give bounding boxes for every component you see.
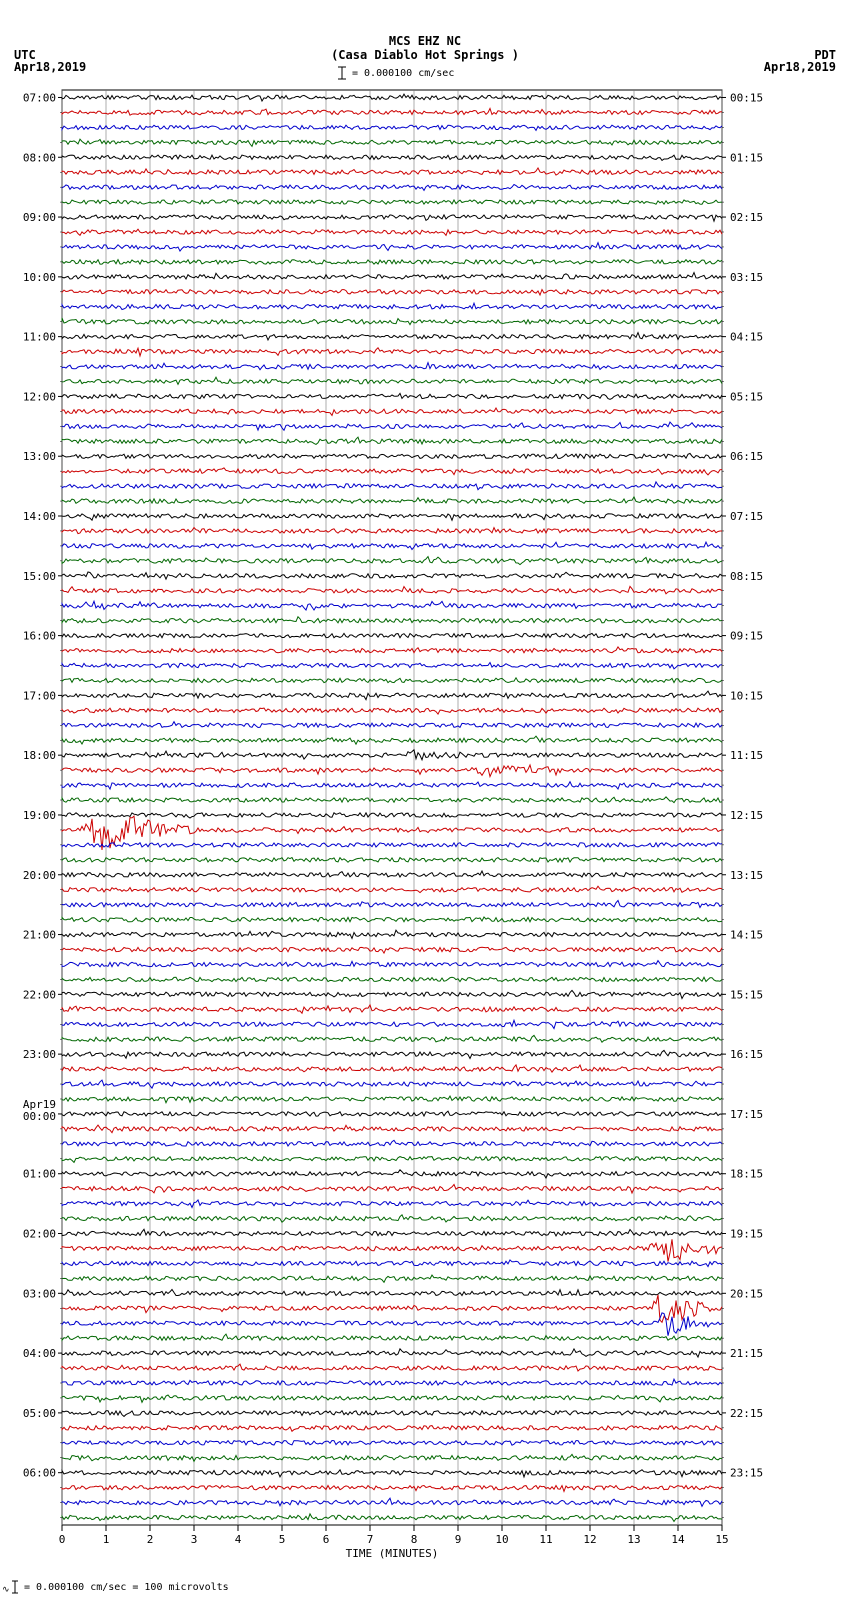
svg-text:11:00: 11:00 xyxy=(23,331,56,344)
svg-text:16:15: 16:15 xyxy=(730,1048,763,1061)
svg-text:12:15: 12:15 xyxy=(730,809,763,822)
svg-text:8: 8 xyxy=(411,1533,418,1546)
svg-text:15: 15 xyxy=(715,1533,728,1546)
svg-text:19:00: 19:00 xyxy=(23,809,56,822)
svg-text:6: 6 xyxy=(323,1533,330,1546)
svg-text:18:00: 18:00 xyxy=(23,749,56,762)
svg-text:15:00: 15:00 xyxy=(23,570,56,583)
svg-text:07:15: 07:15 xyxy=(730,510,763,523)
svg-text:19:15: 19:15 xyxy=(730,1228,763,1241)
svg-text:14:00: 14:00 xyxy=(23,510,56,523)
svg-text:11: 11 xyxy=(539,1533,552,1546)
svg-text:20:00: 20:00 xyxy=(23,869,56,882)
svg-text:07:00: 07:00 xyxy=(23,91,56,104)
svg-text:12: 12 xyxy=(583,1533,596,1546)
svg-text:03:15: 03:15 xyxy=(730,271,763,284)
svg-text:09:00: 09:00 xyxy=(23,211,56,224)
svg-text:10: 10 xyxy=(495,1533,508,1546)
svg-text:13:00: 13:00 xyxy=(23,450,56,463)
svg-text:00:15: 00:15 xyxy=(730,91,763,104)
svg-text:11:15: 11:15 xyxy=(730,749,763,762)
svg-text:3: 3 xyxy=(191,1533,198,1546)
svg-text:22:00: 22:00 xyxy=(23,988,56,1001)
svg-text:TIME (MINUTES): TIME (MINUTES) xyxy=(346,1547,439,1560)
svg-text:09:15: 09:15 xyxy=(730,630,763,643)
svg-text:15:15: 15:15 xyxy=(730,988,763,1001)
svg-text:21:00: 21:00 xyxy=(23,929,56,942)
svg-text:9: 9 xyxy=(455,1533,462,1546)
svg-text:17:15: 17:15 xyxy=(730,1108,763,1121)
svg-text:5: 5 xyxy=(279,1533,286,1546)
svg-text:13:15: 13:15 xyxy=(730,869,763,882)
svg-text:18:15: 18:15 xyxy=(730,1168,763,1181)
svg-text:4: 4 xyxy=(235,1533,242,1546)
svg-text:21:15: 21:15 xyxy=(730,1347,763,1360)
svg-text:03:00: 03:00 xyxy=(23,1287,56,1300)
svg-text:10:00: 10:00 xyxy=(23,271,56,284)
svg-text:08:15: 08:15 xyxy=(730,570,763,583)
svg-text:7: 7 xyxy=(367,1533,374,1546)
svg-text:06:00: 06:00 xyxy=(23,1467,56,1480)
svg-text:08:00: 08:00 xyxy=(23,151,56,164)
svg-text:02:15: 02:15 xyxy=(730,211,763,224)
svg-text:23:15: 23:15 xyxy=(730,1467,763,1480)
svg-text:10:15: 10:15 xyxy=(730,689,763,702)
svg-text:1: 1 xyxy=(103,1533,110,1546)
svg-text:17:00: 17:00 xyxy=(23,689,56,702)
svg-text:05:00: 05:00 xyxy=(23,1407,56,1420)
heliplot-svg: 0123456789101112131415TIME (MINUTES)07:0… xyxy=(0,0,850,1613)
svg-text:06:15: 06:15 xyxy=(730,450,763,463)
svg-text:01:15: 01:15 xyxy=(730,151,763,164)
svg-text:23:00: 23:00 xyxy=(23,1048,56,1061)
svg-text:04:00: 04:00 xyxy=(23,1347,56,1360)
svg-text:04:15: 04:15 xyxy=(730,331,763,344)
svg-text:00:00: 00:00 xyxy=(23,1110,56,1123)
svg-text:2: 2 xyxy=(147,1533,154,1546)
svg-text:16:00: 16:00 xyxy=(23,630,56,643)
svg-text:05:15: 05:15 xyxy=(730,390,763,403)
svg-text:20:15: 20:15 xyxy=(730,1287,763,1300)
seismogram-plot: UTC Apr18,2019 PDT Apr18,2019 MCS EHZ NC… xyxy=(0,0,850,1613)
svg-text:13: 13 xyxy=(627,1533,640,1546)
svg-text:14: 14 xyxy=(671,1533,685,1546)
svg-text:12:00: 12:00 xyxy=(23,390,56,403)
svg-text:22:15: 22:15 xyxy=(730,1407,763,1420)
svg-text:0: 0 xyxy=(59,1533,66,1546)
svg-text:14:15: 14:15 xyxy=(730,929,763,942)
svg-text:02:00: 02:00 xyxy=(23,1228,56,1241)
svg-text:01:00: 01:00 xyxy=(23,1168,56,1181)
